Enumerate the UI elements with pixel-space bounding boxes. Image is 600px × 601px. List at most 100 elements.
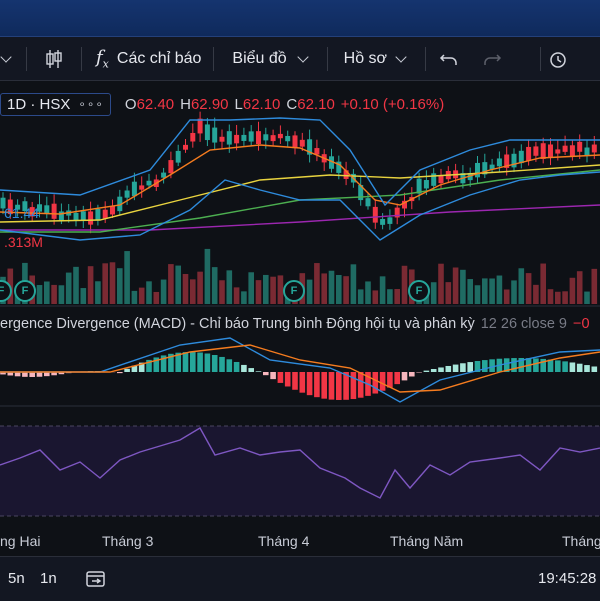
macd-histogram-bar [248,368,254,372]
range-1n-button[interactable]: 1n [40,570,57,587]
candle [278,134,283,138]
time-label: Tháng Năm [390,533,463,549]
volume-bar [475,285,481,304]
macd-title: ergence Divergence (MACD) - Chỉ báo Trun… [0,316,475,332]
macd-histogram-bar [387,372,393,388]
volume-bar [37,285,43,304]
candle [314,148,319,155]
macd-histogram-bar [270,372,276,379]
candle [577,142,582,152]
macd-histogram-bar [300,372,306,393]
macd-histogram-bar [438,367,444,372]
macd-histogram-bar [358,372,364,398]
candle [424,180,429,188]
volume-bar [533,285,539,304]
macd-histogram-bar [446,366,452,372]
candle [198,119,203,134]
candle [220,137,225,142]
volume-bar [183,274,189,304]
volume-bar [504,289,510,304]
macd-histogram-bar [584,365,590,372]
volume-bar [343,276,349,304]
candle [439,176,444,183]
volume-bar [190,279,196,304]
time-axis: ng Hai Tháng 3 Tháng 4 Tháng Năm Tháng [0,530,600,554]
macd-histogram-bar [212,355,218,372]
symbol-text: 1D · HSX [7,96,70,113]
symbol-button[interactable]: 1D · HSX ∘∘∘ [0,93,111,116]
macd-histogram-bar [37,372,43,377]
time-label: Tháng 3 [102,533,153,549]
volume-bar [248,272,254,304]
volume-bar [146,281,152,304]
candle [147,181,152,186]
volume-bar [402,266,408,304]
low-key: L [235,96,243,113]
volume-bar [197,272,203,304]
volume-bar [117,268,123,304]
macd-histogram-bar [453,365,459,372]
volume-bar [592,269,598,304]
volume-bar [365,281,371,304]
volume-bar [59,285,65,304]
macd-histogram-bar [402,372,408,380]
macd-histogram-bar [241,365,247,372]
volume-bar [314,263,320,304]
macd-histogram-bar [533,358,539,372]
volume-bar [438,264,444,304]
candle [249,131,254,141]
volume-bar [81,288,87,304]
volume-bar [394,289,400,304]
candle [387,217,392,224]
volume-bar [212,267,218,304]
macd-histogram-bar [183,352,189,372]
candle [190,133,195,142]
event-badge[interactable]: F [408,280,430,302]
range-5n-button[interactable]: 5n [8,570,25,587]
candle [271,135,276,141]
volume-bar [161,280,167,304]
candle [585,148,590,156]
candle [205,124,210,140]
ohlc-values: O62.40 H62.90 L62.10 C62.10 +0.10 (+0.16… [125,96,444,113]
candle [168,160,173,173]
macd-histogram-bar [409,372,415,376]
macd-histogram-bar [394,372,400,384]
volume-bar [584,292,590,304]
candle [110,206,115,214]
ma-value-label: 61.44 [0,204,43,222]
event-badge[interactable]: F [14,280,36,302]
volume-bar [44,281,50,304]
date-range-icon[interactable] [84,568,108,590]
macd-legend: ergence Divergence (MACD) - Chỉ báo Trun… [0,316,590,332]
volume-bar [489,278,495,304]
event-badge[interactable]: F [283,280,305,302]
volume-bar [482,278,488,304]
candle [293,135,298,148]
more-options-icon[interactable]: ∘∘∘ [78,97,104,111]
close-value: 62.10 [297,96,335,113]
volume-bar [387,289,393,304]
candle [300,140,305,147]
macd-histogram-bar [197,353,203,372]
candle [95,209,100,221]
volume-bar [241,291,247,304]
volume-bar [548,289,554,304]
volume-bar [526,273,532,304]
candle [132,182,137,196]
macd-histogram-bar [592,367,598,372]
high-key: H [180,96,191,113]
macd-histogram-bar [263,372,269,375]
macd-histogram-bar [577,364,583,372]
candle [592,145,597,153]
bottom-toolbar: 5n 1n 19:45:28 [0,556,600,601]
volume-bar [139,288,145,304]
volume-bar [270,277,276,304]
volume-bar [132,291,138,304]
macd-histogram-bar [285,372,291,386]
candle [526,147,531,161]
volume-bar [205,249,211,304]
candle [285,136,290,141]
close-key: C [286,96,297,113]
candle [183,145,188,150]
